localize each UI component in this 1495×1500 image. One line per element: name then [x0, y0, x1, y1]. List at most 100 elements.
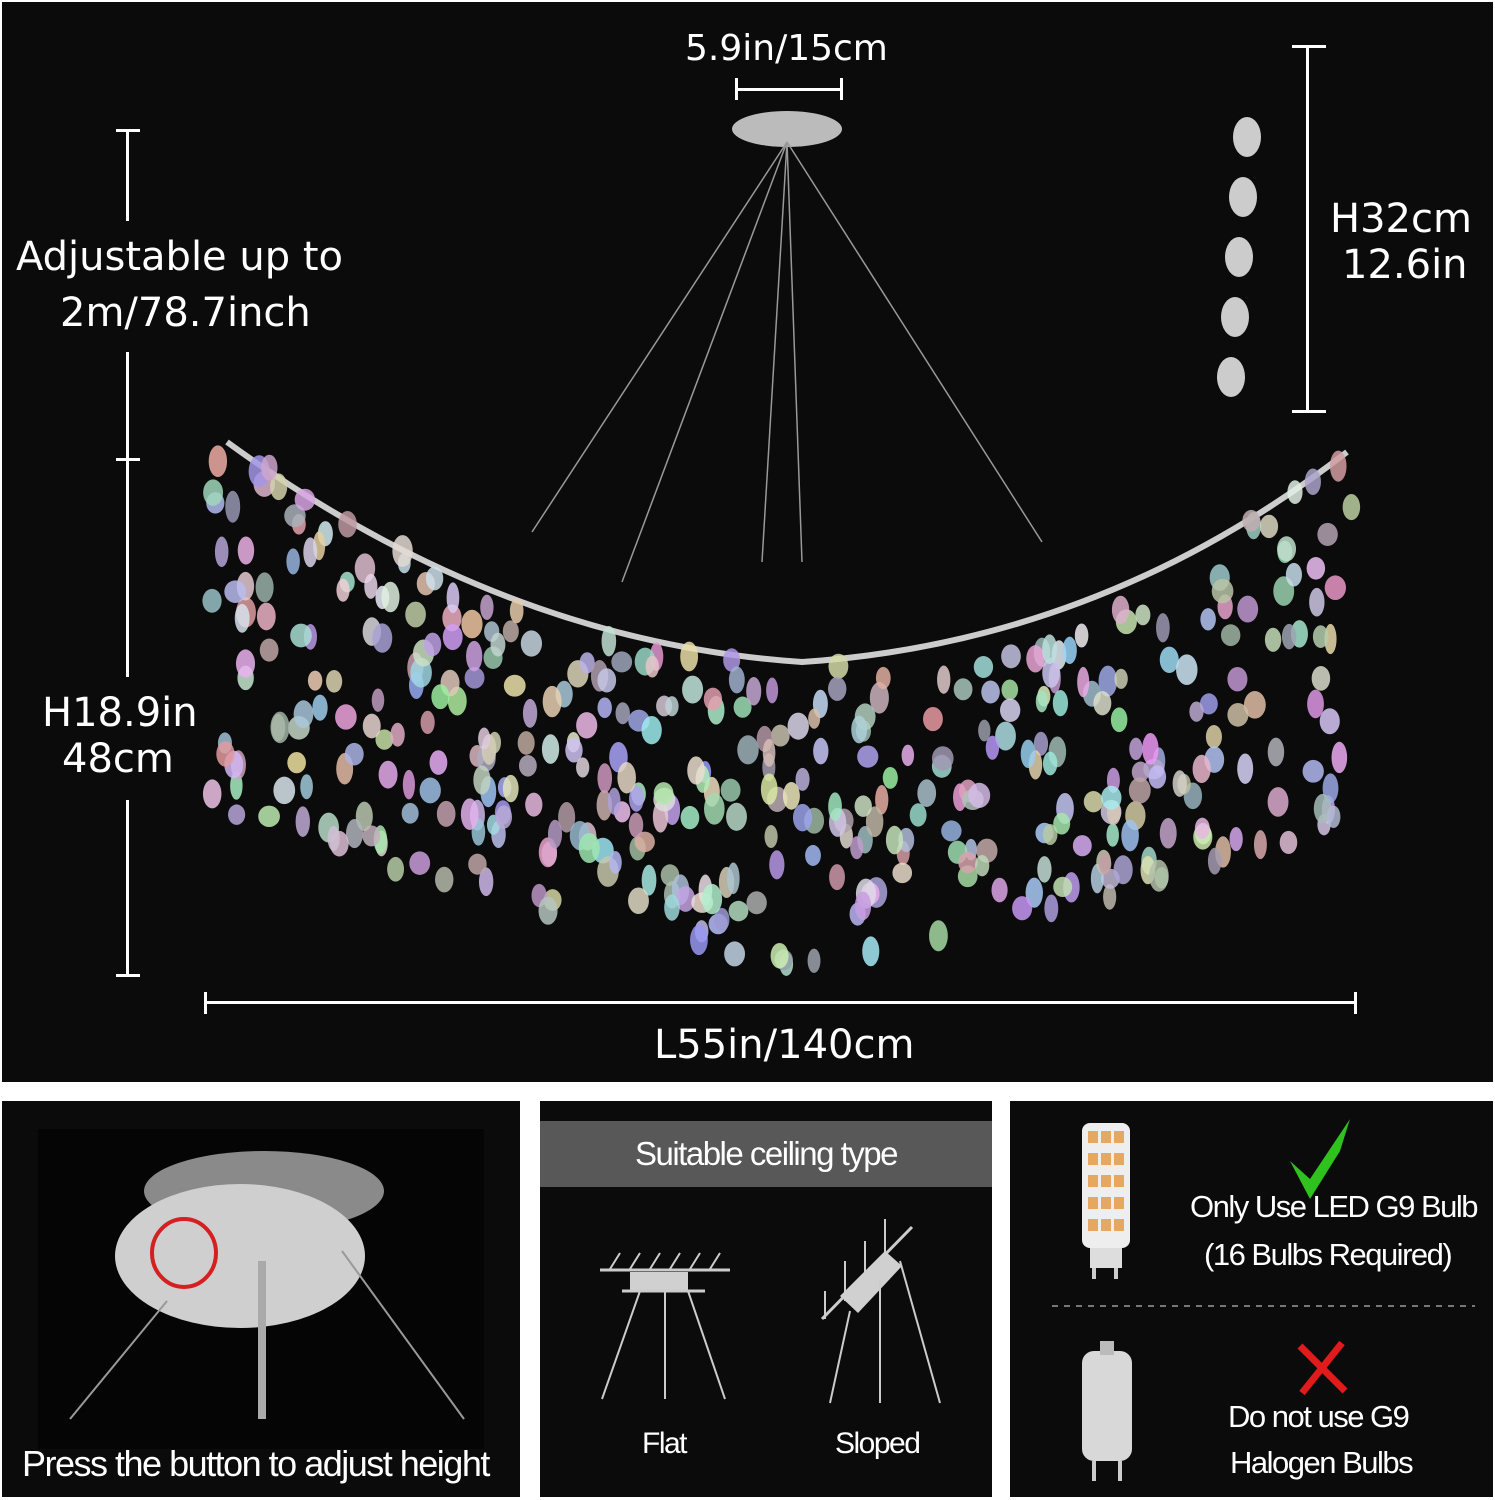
led-chip — [1114, 1175, 1124, 1187]
crystal — [607, 787, 621, 815]
crystal — [258, 805, 280, 828]
crystal — [327, 825, 340, 851]
length-dimension-line — [204, 1001, 1357, 1004]
crystal — [203, 479, 224, 506]
crystal — [460, 798, 479, 831]
crystal — [1072, 835, 1092, 857]
crystal — [270, 711, 290, 744]
ceiling-type-panel: Suitable ceiling type Flat Sloped — [540, 1101, 992, 1497]
crystal — [941, 820, 962, 842]
crystal — [1342, 494, 1361, 521]
crystal — [597, 697, 612, 719]
body-height-in-label: H18.9in — [42, 690, 198, 736]
crystal — [1098, 665, 1118, 697]
crystal — [645, 655, 659, 678]
crystal — [1277, 536, 1297, 562]
crystal — [828, 792, 842, 821]
crystal — [770, 724, 790, 747]
crystal — [865, 806, 884, 838]
crystal — [405, 601, 426, 628]
crystal — [991, 877, 1008, 903]
cross-icon — [1297, 1340, 1348, 1396]
crystal — [1128, 777, 1151, 804]
crystal — [733, 696, 752, 718]
crystal — [687, 756, 705, 785]
crystal — [1172, 770, 1187, 797]
crystal — [425, 566, 444, 591]
led-chip — [1101, 1219, 1111, 1231]
crystal — [442, 604, 462, 632]
led-chip — [1101, 1175, 1111, 1187]
check-icon — [1290, 1119, 1350, 1199]
led-chip — [1114, 1131, 1124, 1143]
crystal — [1020, 739, 1036, 769]
crystal — [1194, 817, 1210, 839]
crystal — [723, 648, 741, 672]
halogen-bulb-icon — [1082, 1341, 1132, 1481]
crystal — [424, 632, 442, 657]
crystal — [1098, 853, 1112, 875]
strand-height-in-label: 12.6in — [1342, 242, 1468, 288]
sloped-label: Sloped — [835, 1427, 921, 1460]
canopy-width-label: 5.9in/15cm — [685, 28, 888, 69]
crystal — [436, 800, 456, 827]
crystal — [762, 738, 776, 767]
crystal — [284, 504, 306, 528]
bulb-type-panel: Only Use LED G9 Bulb (16 Bulbs Required)… — [1010, 1101, 1493, 1497]
crystal — [541, 734, 560, 764]
crystal — [995, 721, 1016, 751]
crystal — [1077, 666, 1090, 698]
crystal — [518, 754, 537, 777]
crystal — [235, 649, 256, 678]
crystal — [850, 836, 864, 860]
dim-tick — [1292, 45, 1326, 48]
crystal — [576, 757, 590, 778]
crystal — [901, 744, 915, 767]
crystal — [338, 510, 357, 538]
crystal — [664, 894, 680, 921]
crystal — [1237, 753, 1254, 784]
crystal — [1035, 690, 1048, 713]
crystal — [1227, 702, 1249, 727]
crystal — [473, 765, 491, 795]
body-height-cm-label: 48cm — [62, 736, 174, 782]
crystal — [728, 666, 745, 694]
crystal — [746, 891, 767, 915]
crystal — [680, 641, 699, 672]
crystal — [1037, 856, 1052, 883]
crystal — [1306, 556, 1326, 580]
crystal — [336, 578, 350, 602]
crystal — [344, 742, 364, 766]
crystal — [1229, 826, 1243, 852]
dim-tick — [1354, 992, 1357, 1014]
crystal — [1033, 731, 1049, 756]
crystal — [478, 867, 494, 897]
crystal — [502, 620, 519, 643]
crystal — [1111, 595, 1130, 624]
crystal — [1312, 625, 1329, 649]
crystal — [634, 831, 655, 853]
crystal — [273, 776, 296, 805]
crystal — [390, 722, 405, 747]
crystal — [813, 737, 829, 765]
crystal — [294, 488, 316, 511]
flat-ceiling-icon — [600, 1252, 730, 1400]
crystal — [875, 784, 889, 815]
height-dimension-line — [126, 352, 129, 677]
led-chip — [1088, 1153, 1098, 1165]
crystal — [704, 793, 725, 825]
crystal — [461, 609, 483, 639]
crystal — [578, 832, 600, 864]
crystal — [857, 745, 879, 768]
crystal — [981, 680, 1000, 704]
crystal — [345, 818, 364, 849]
crystal — [1001, 679, 1019, 700]
dim-tick — [116, 974, 140, 977]
button-highlight-circle — [150, 1217, 218, 1289]
crystal — [629, 785, 644, 812]
crystal — [985, 735, 1000, 760]
crystal — [653, 782, 674, 805]
crystal — [1149, 859, 1169, 892]
led-chip — [1088, 1197, 1098, 1209]
led-chip — [1088, 1131, 1098, 1143]
